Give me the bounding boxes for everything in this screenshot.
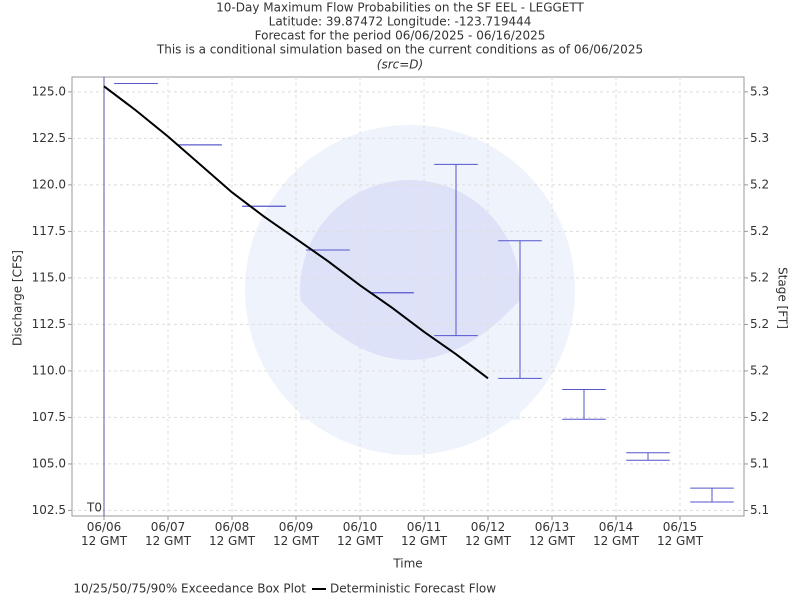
t0-label: T0 — [86, 501, 102, 515]
x-tick-label: 06/07 12 GMT — [144, 520, 192, 548]
y-tick-label: 107.5 — [32, 410, 66, 424]
x-tick-label: 06/10 12 GMT — [336, 520, 384, 548]
y2-tick-label: 5.2 — [750, 224, 769, 238]
y2-tick-label: 5.3 — [750, 131, 769, 145]
y-tick-label: 115.0 — [32, 270, 66, 284]
y2-tick-label: 5.2 — [750, 410, 769, 424]
subtitle: This is a conditional simulation based o… — [156, 43, 643, 57]
x-tick-label: 06/08 12 GMT — [208, 520, 256, 548]
y-tick-label: 105.0 — [32, 456, 66, 470]
x-tick-label: 06/12 12 GMT — [464, 520, 512, 548]
y-axis-label: Discharge [CFS] — [11, 250, 25, 346]
x-tick-label: 06/13 12 GMT — [528, 520, 576, 548]
y-tick-label: 120.0 — [32, 177, 66, 191]
y2-tick-label: 5.2 — [750, 270, 769, 284]
source: (src=D) — [377, 58, 423, 72]
x-tick-label: 06/09 12 GMT — [272, 520, 320, 548]
chart-title: 10-Day Maximum Flow Probabilities on the… — [216, 1, 584, 15]
y2-axis-label: Stage [FT] — [776, 267, 790, 329]
y-tick-label: 102.5 — [32, 503, 66, 517]
x-tick-label: 06/15 12 GMT — [656, 520, 704, 548]
subtitle: Latitude: 39.87472 Longitude: -123.71944… — [269, 15, 532, 29]
y-tick-label: 117.5 — [32, 224, 66, 238]
x-tick-label: 06/06 12 GMT — [80, 520, 128, 548]
plot-frame — [71, 76, 745, 517]
x-axis-label: Time — [392, 557, 422, 571]
x-tick-label: 06/14 12 GMT — [592, 520, 640, 548]
y-tick-label: 112.5 — [32, 317, 66, 331]
y2-tick-label: 5.2 — [750, 317, 769, 331]
y-tick-label: 125.0 — [32, 84, 66, 98]
x-tick-label: 06/11 12 GMT — [400, 520, 448, 548]
subtitle: Forecast for the period 06/06/2025 - 06/… — [255, 29, 546, 43]
forecast-line — [103, 85, 489, 380]
legend-label: 10/25/50/75/90% Exceedance Box Plot — [73, 582, 306, 596]
y2-tick-label: 5.3 — [750, 84, 769, 98]
legend-label: Deterministic Forecast Flow — [330, 582, 496, 596]
y2-tick-label: 5.1 — [750, 503, 769, 517]
watermark — [245, 125, 575, 455]
y2-tick-label: 5.1 — [750, 456, 769, 470]
y2-tick-label: 5.2 — [750, 177, 769, 191]
y2-tick-label: 5.2 — [750, 363, 769, 377]
y-tick-label: 110.0 — [32, 363, 66, 377]
y-tick-label: 122.5 — [32, 131, 66, 145]
